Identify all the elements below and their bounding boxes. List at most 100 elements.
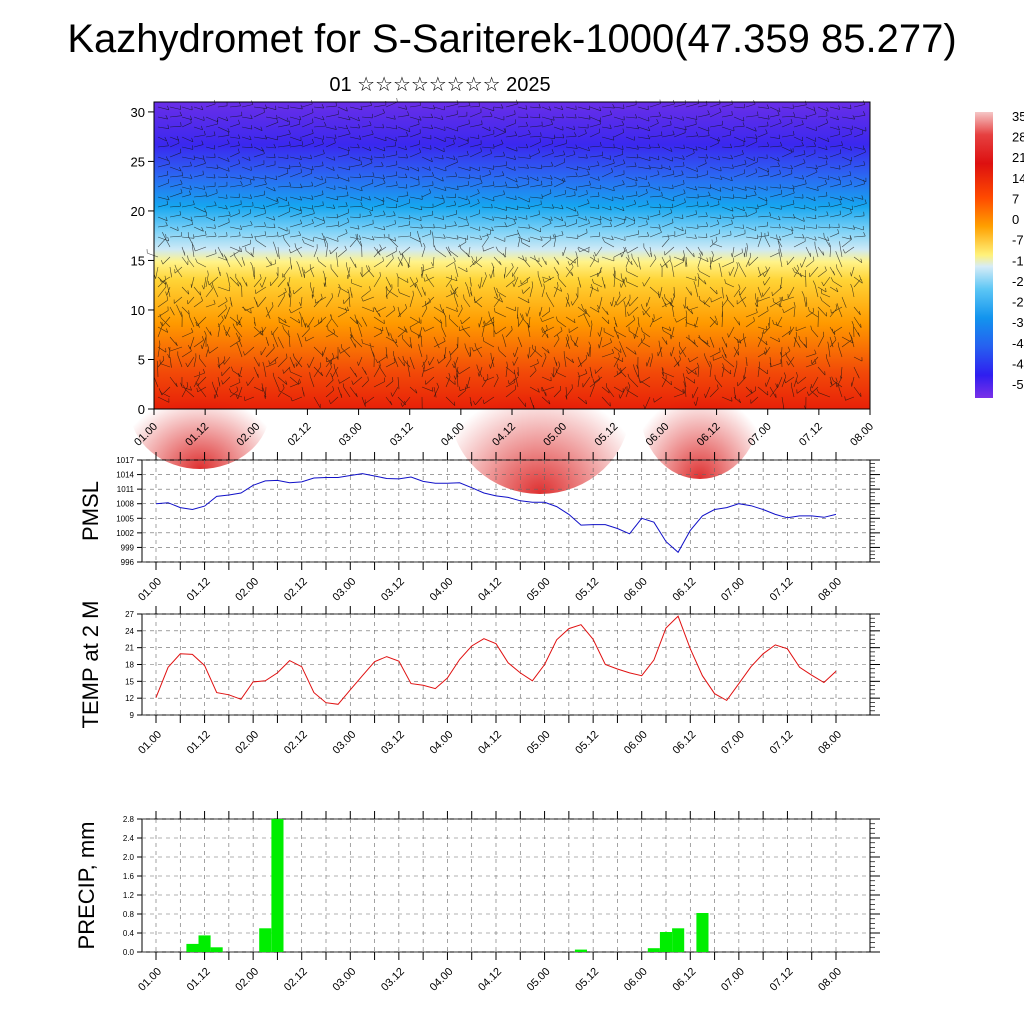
colorbar-tick-label: -3 [1012,315,1024,330]
chart-title: Kazhydromet for S-Sariterek-1000(47.359 … [67,17,957,61]
y-tick-label: 1017 [116,456,134,465]
heatmap-y-tick-label: 15 [131,253,145,268]
x-tick-label: 04.12 [476,576,504,604]
colorbar-tick-label: -5 [1012,377,1024,392]
x-tick-label: 04.12 [476,729,504,757]
colorbar-tick-label: -7 [1012,233,1024,248]
x-tick-label: 02.12 [282,576,310,604]
colorbar-gradient [975,112,993,398]
wind-barbs [146,97,867,410]
y-tick-label: 999 [121,543,135,552]
x-tick-label: 07.00 [719,576,747,604]
y-tick-label: 9 [130,711,135,720]
precip-bar [198,935,211,952]
x-tick-label: 02.12 [282,966,310,994]
y-tick-label: 1.2 [123,891,135,900]
x-tick-label: 03.12 [379,729,407,757]
y-tick-label: 1008 [116,500,134,509]
x-tick-label: 03.00 [330,966,358,994]
colorbar-tick-label: 14 [1012,171,1024,186]
x-tick-label: 01.00 [136,576,164,604]
x-tick-label: 06.00 [622,729,650,757]
heatmap-x-tick-label: 07.12 [797,421,825,449]
x-tick-label: 04.00 [428,729,456,757]
x-tick-label: 01.12 [185,966,213,994]
x-tick-label: 06.00 [622,966,650,994]
x-tick-label: 02.12 [282,729,310,757]
heatmap-y-tick-label: 30 [131,105,145,120]
x-tick-label: 01.12 [185,729,213,757]
colorbar: 35 28 21 14 7 0 -7 -1 -2 -2 -3 -4 -4 -5 [975,109,1024,398]
colorbar-tick-label: 35 [1012,109,1024,124]
y-tick-label: 0.8 [123,910,135,919]
precip-bar [647,948,660,952]
precip-bar [210,947,223,953]
y-axis-title: TEMP at 2 M [78,601,103,729]
temp2m-panel: 27 24 21 18 15 12 901.00 01.12 02.00 02.12 03.00 03… [78,601,880,757]
heatmap-y-tick-label: 5 [138,352,145,367]
temp-series-line [155,615,837,705]
y-tick-label: 2.0 [123,853,135,862]
colorbar-tick-label: -2 [1012,295,1024,310]
heatmap-y-tick-label: 25 [131,154,145,169]
x-tick-label: 02.00 [233,966,261,994]
x-tick-label: 07.12 [768,729,796,757]
x-tick-label: 08.00 [816,729,844,757]
y-tick-label: 0.4 [123,929,135,938]
precip-bar [271,819,284,952]
colorbar-tick-label: 28 [1012,130,1024,145]
x-tick-label: 04.12 [476,966,504,994]
x-tick-label: 06.12 [670,729,698,757]
colorbar-tick-label: 0 [1012,212,1019,227]
x-tick-label: 03.00 [330,576,358,604]
x-tick-label: 02.00 [233,729,261,757]
pmsl-series-line [155,473,837,554]
x-tick-label: 07.12 [768,966,796,994]
y-axis-title: PMSL [78,481,103,541]
x-tick-label: 06.12 [670,966,698,994]
precip-bar [574,949,587,952]
y-tick-label: 2.4 [123,834,135,843]
y-tick-label: 15 [125,677,134,686]
x-tick-label: 02.00 [233,576,261,604]
x-tick-label: 08.00 [816,576,844,604]
y-tick-label: 1014 [116,471,134,480]
y-tick-label: 1005 [116,514,134,523]
x-tick-label: 01.12 [185,576,213,604]
y-tick-label: 21 [125,644,134,653]
colorbar-tick-label: -4 [1012,356,1024,371]
precip-bar [696,913,709,952]
precip-bar [186,943,199,952]
x-tick-label: 01.00 [136,729,164,757]
x-tick-label: 05.12 [573,729,601,757]
precip-bar [659,932,672,952]
heatmap-x-tick-label: 03.12 [388,421,416,449]
y-tick-label: 27 [125,610,134,619]
y-tick-label: 12 [125,694,134,703]
x-tick-label: 07.00 [719,966,747,994]
y-tick-label: 1002 [116,529,134,538]
y-tick-label: 18 [125,661,134,670]
heatmap-y-tick-label: 0 [138,402,145,417]
panel-frame [141,818,871,953]
y-tick-label: 1.6 [123,872,135,881]
y-axis-title: PRECIP, mm [74,822,99,950]
heatmap-y-tick-label: 20 [131,204,145,219]
x-tick-label: 03.00 [330,729,358,757]
x-tick-label: 05.00 [525,576,553,604]
colorbar-tick-label: -1 [1012,253,1024,268]
x-tick-label: 04.00 [428,966,456,994]
y-tick-label: 24 [125,627,134,636]
y-tick-label: 2.8 [123,815,135,824]
heatmap-x-tick-label: 02.12 [286,421,314,449]
y-tick-label: 1011 [117,485,135,494]
heatmap-x-tick-label: 03.00 [337,421,365,449]
x-tick-label: 05.00 [525,729,553,757]
x-tick-label: 03.12 [379,576,407,604]
chart-subtitle: 01 ☆☆☆☆☆☆☆☆ 2025 [329,74,551,96]
x-tick-label: 07.00 [719,729,747,757]
precip-panel: 2.8 2.4 2.0 1.6 1.2 0.8 0.4 0.001.00 01.12 02.00 0… [74,811,880,994]
x-tick-label: 03.12 [379,966,407,994]
